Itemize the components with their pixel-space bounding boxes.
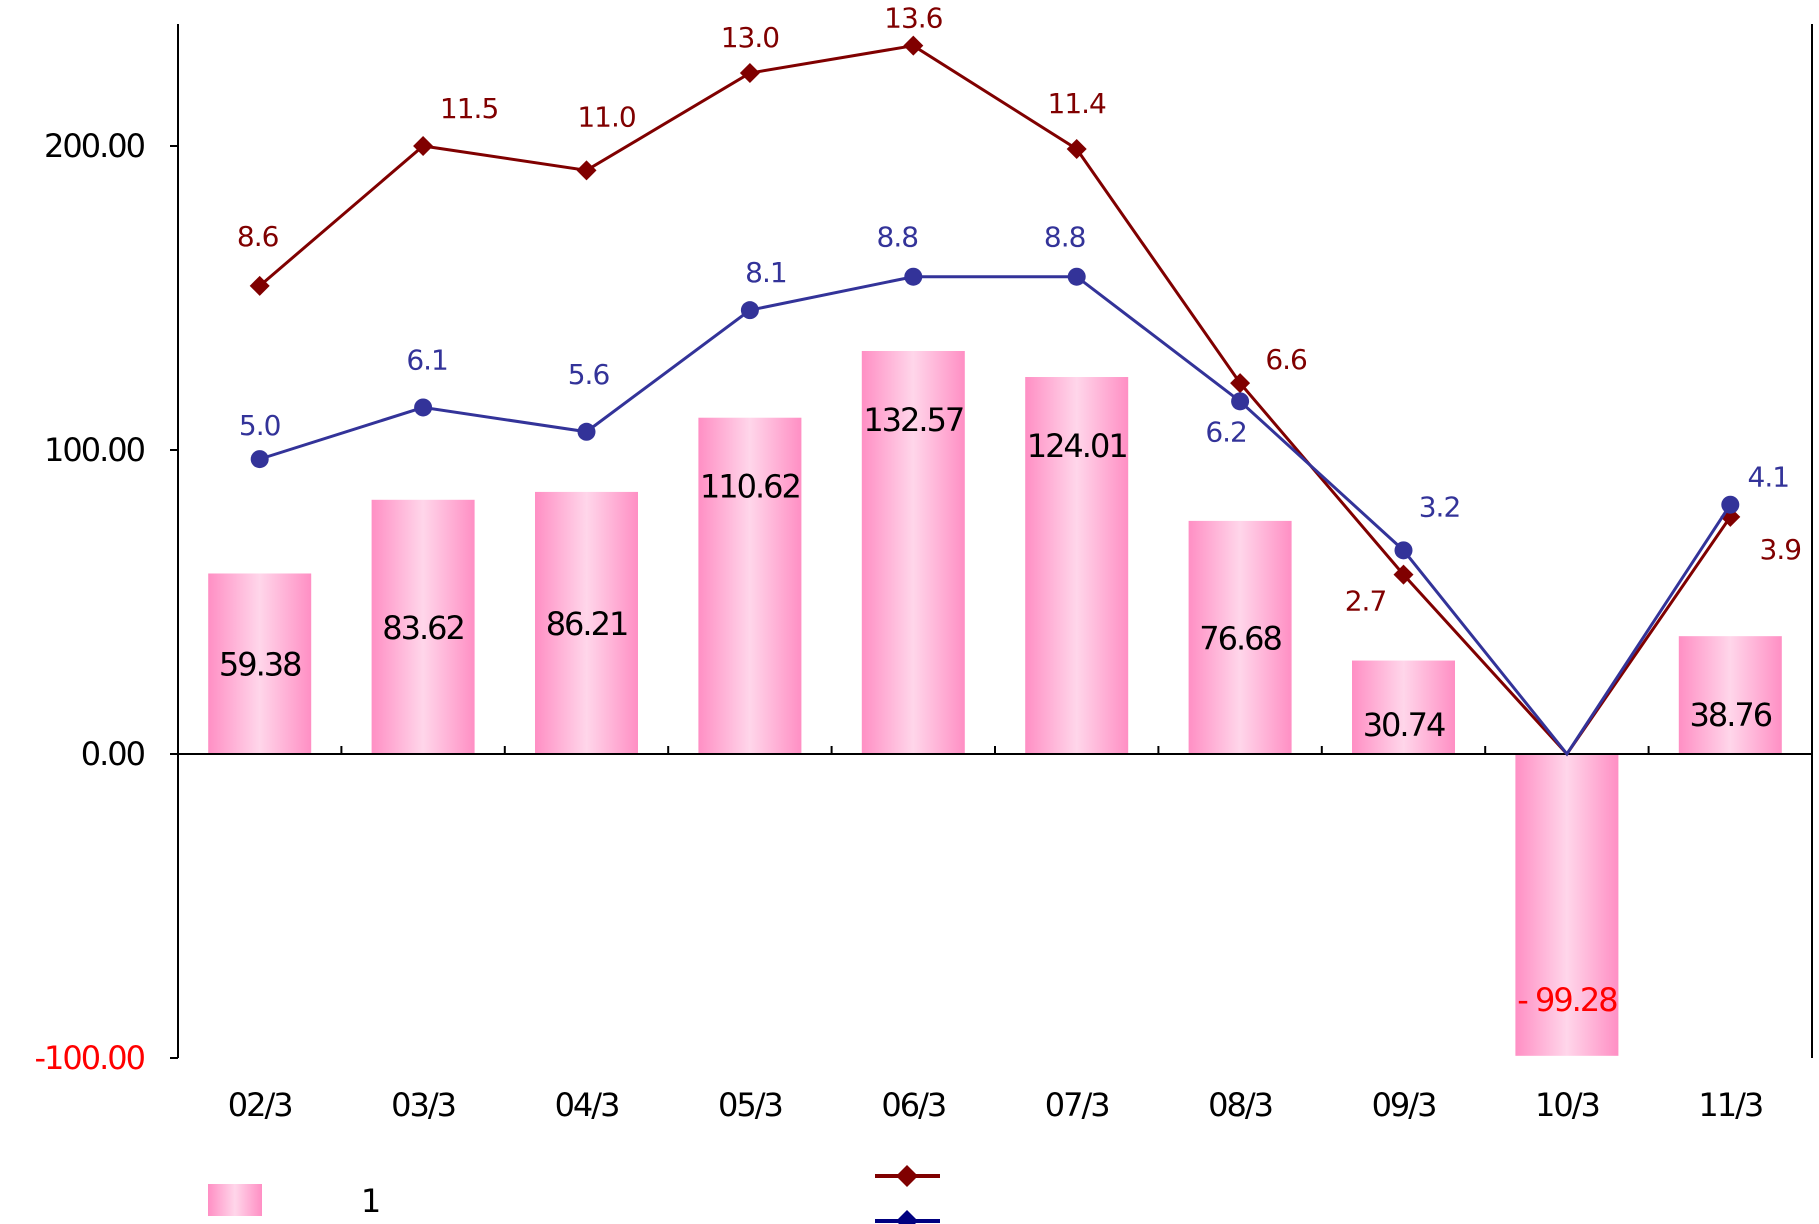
blue-series-marker (904, 267, 923, 286)
bar-10-3 (1515, 754, 1619, 1056)
y-tick-label: 200.00 (44, 127, 145, 165)
bar-value-label: 83.62 (382, 609, 464, 647)
x-tick-label: 11/3 (1698, 1086, 1762, 1124)
legend-bar-label: 1 (361, 1182, 379, 1220)
bar-value-label: 132.57 (863, 401, 963, 439)
bar-value-label: 38.76 (1689, 696, 1771, 734)
x-tick-label: 03/3 (391, 1086, 455, 1124)
bar-06-3 (861, 350, 965, 754)
bar-09-3 (1352, 660, 1455, 754)
blue-series-value-label: 6.2 (1205, 415, 1247, 448)
x-tick-label: 04/3 (555, 1086, 619, 1124)
legend-red-marker (896, 1165, 918, 1187)
blue-series-value-label: 8.8 (1044, 221, 1086, 254)
blue-series-marker (577, 422, 596, 441)
bar-08-3 (1188, 520, 1292, 754)
labels-layer: 59.38 83.62 86.21 110.62 132.57 124.01 76.68 30… (219, 2, 1802, 1019)
legend-bar-swatch (208, 1184, 262, 1216)
bar-05-3 (698, 417, 802, 754)
red-series-marker (1393, 564, 1414, 585)
x-tick-label: 07/3 (1045, 1086, 1109, 1124)
red-series-marker (739, 63, 760, 84)
red-series-value-label: 11.5 (440, 92, 498, 125)
red-series-value-label: 6.6 (1265, 343, 1307, 376)
legend: 1 (208, 1165, 940, 1224)
y-tick-label: -100.00 (34, 1039, 144, 1077)
bar-value-label: 76.68 (1199, 619, 1281, 657)
blue-series-value-label: 6.1 (406, 343, 448, 376)
red-series-value-label: 11.4 (1048, 87, 1107, 120)
red-series-value-label: 2.7 (1345, 585, 1387, 618)
red-series-value-label: 8.6 (237, 220, 279, 253)
red-series-line (258, 44, 1732, 757)
x-tick-label: 10/3 (1535, 1086, 1599, 1124)
red-series-marker (413, 136, 434, 156)
bar-value-label: 30.74 (1363, 706, 1445, 744)
red-series-value-label: 3.9 (1760, 533, 1802, 566)
y-tick-label: 100.00 (44, 431, 145, 469)
x-tick-label: 08/3 (1208, 1086, 1272, 1124)
blue-series-value-label: 8.8 (877, 221, 919, 254)
blue-series-marker (740, 301, 759, 320)
red-series-marker (903, 35, 924, 56)
blue-series-marker (1721, 495, 1740, 514)
bar-11-3 (1678, 636, 1782, 754)
y-tick-label: 0.00 (81, 735, 145, 773)
blue-series-marker (250, 450, 269, 469)
red-series-value-label: 13.0 (721, 21, 779, 54)
blue-series-value-label: 5.0 (239, 409, 281, 442)
legend-blue-marker (896, 1210, 918, 1224)
x-tick-label: 06/3 (881, 1086, 945, 1124)
axis-layer: 200.00 100.00 0.00 -100.00 02/3 03/3 04/3 05/3 0… (34, 24, 1813, 1124)
blue-series-value-label: 4.1 (1748, 461, 1790, 494)
red-series-value-label: 11.0 (577, 100, 635, 133)
blue-series-marker (1231, 392, 1250, 411)
blue-series-marker (1394, 541, 1413, 560)
blue-series-value-label: 3.2 (1419, 490, 1461, 523)
bar-04-3 (535, 491, 638, 754)
bars-layer (208, 350, 1782, 1056)
blue-series-marker (414, 398, 433, 417)
red-series-marker (249, 275, 270, 296)
lines-layer (249, 35, 1741, 757)
bar-value-label: 110.62 (700, 468, 800, 506)
red-series-marker (576, 160, 597, 181)
bar-value-label: 59.38 (219, 646, 301, 684)
red-series-marker (1230, 373, 1251, 394)
x-tick-label: 05/3 (718, 1086, 782, 1124)
bar-value-label: 124.01 (1027, 427, 1127, 465)
bar-02-3 (208, 573, 312, 754)
blue-series-line (259, 275, 1732, 757)
x-tick-label: 02/3 (228, 1086, 292, 1124)
bar-03-3 (371, 499, 475, 754)
blue-series-marker (1067, 267, 1086, 286)
bar-value-label: - 99.28 (1517, 981, 1617, 1019)
red-series-value-label: 13.6 (884, 2, 943, 35)
red-series-marker (1066, 139, 1087, 160)
blue-series-value-label: 5.6 (568, 358, 610, 391)
x-tick-label: 09/3 (1372, 1086, 1436, 1124)
blue-series-value-label: 8.1 (745, 256, 787, 289)
bar-07-3 (1025, 377, 1129, 754)
bar-value-label: 86.21 (546, 605, 628, 643)
